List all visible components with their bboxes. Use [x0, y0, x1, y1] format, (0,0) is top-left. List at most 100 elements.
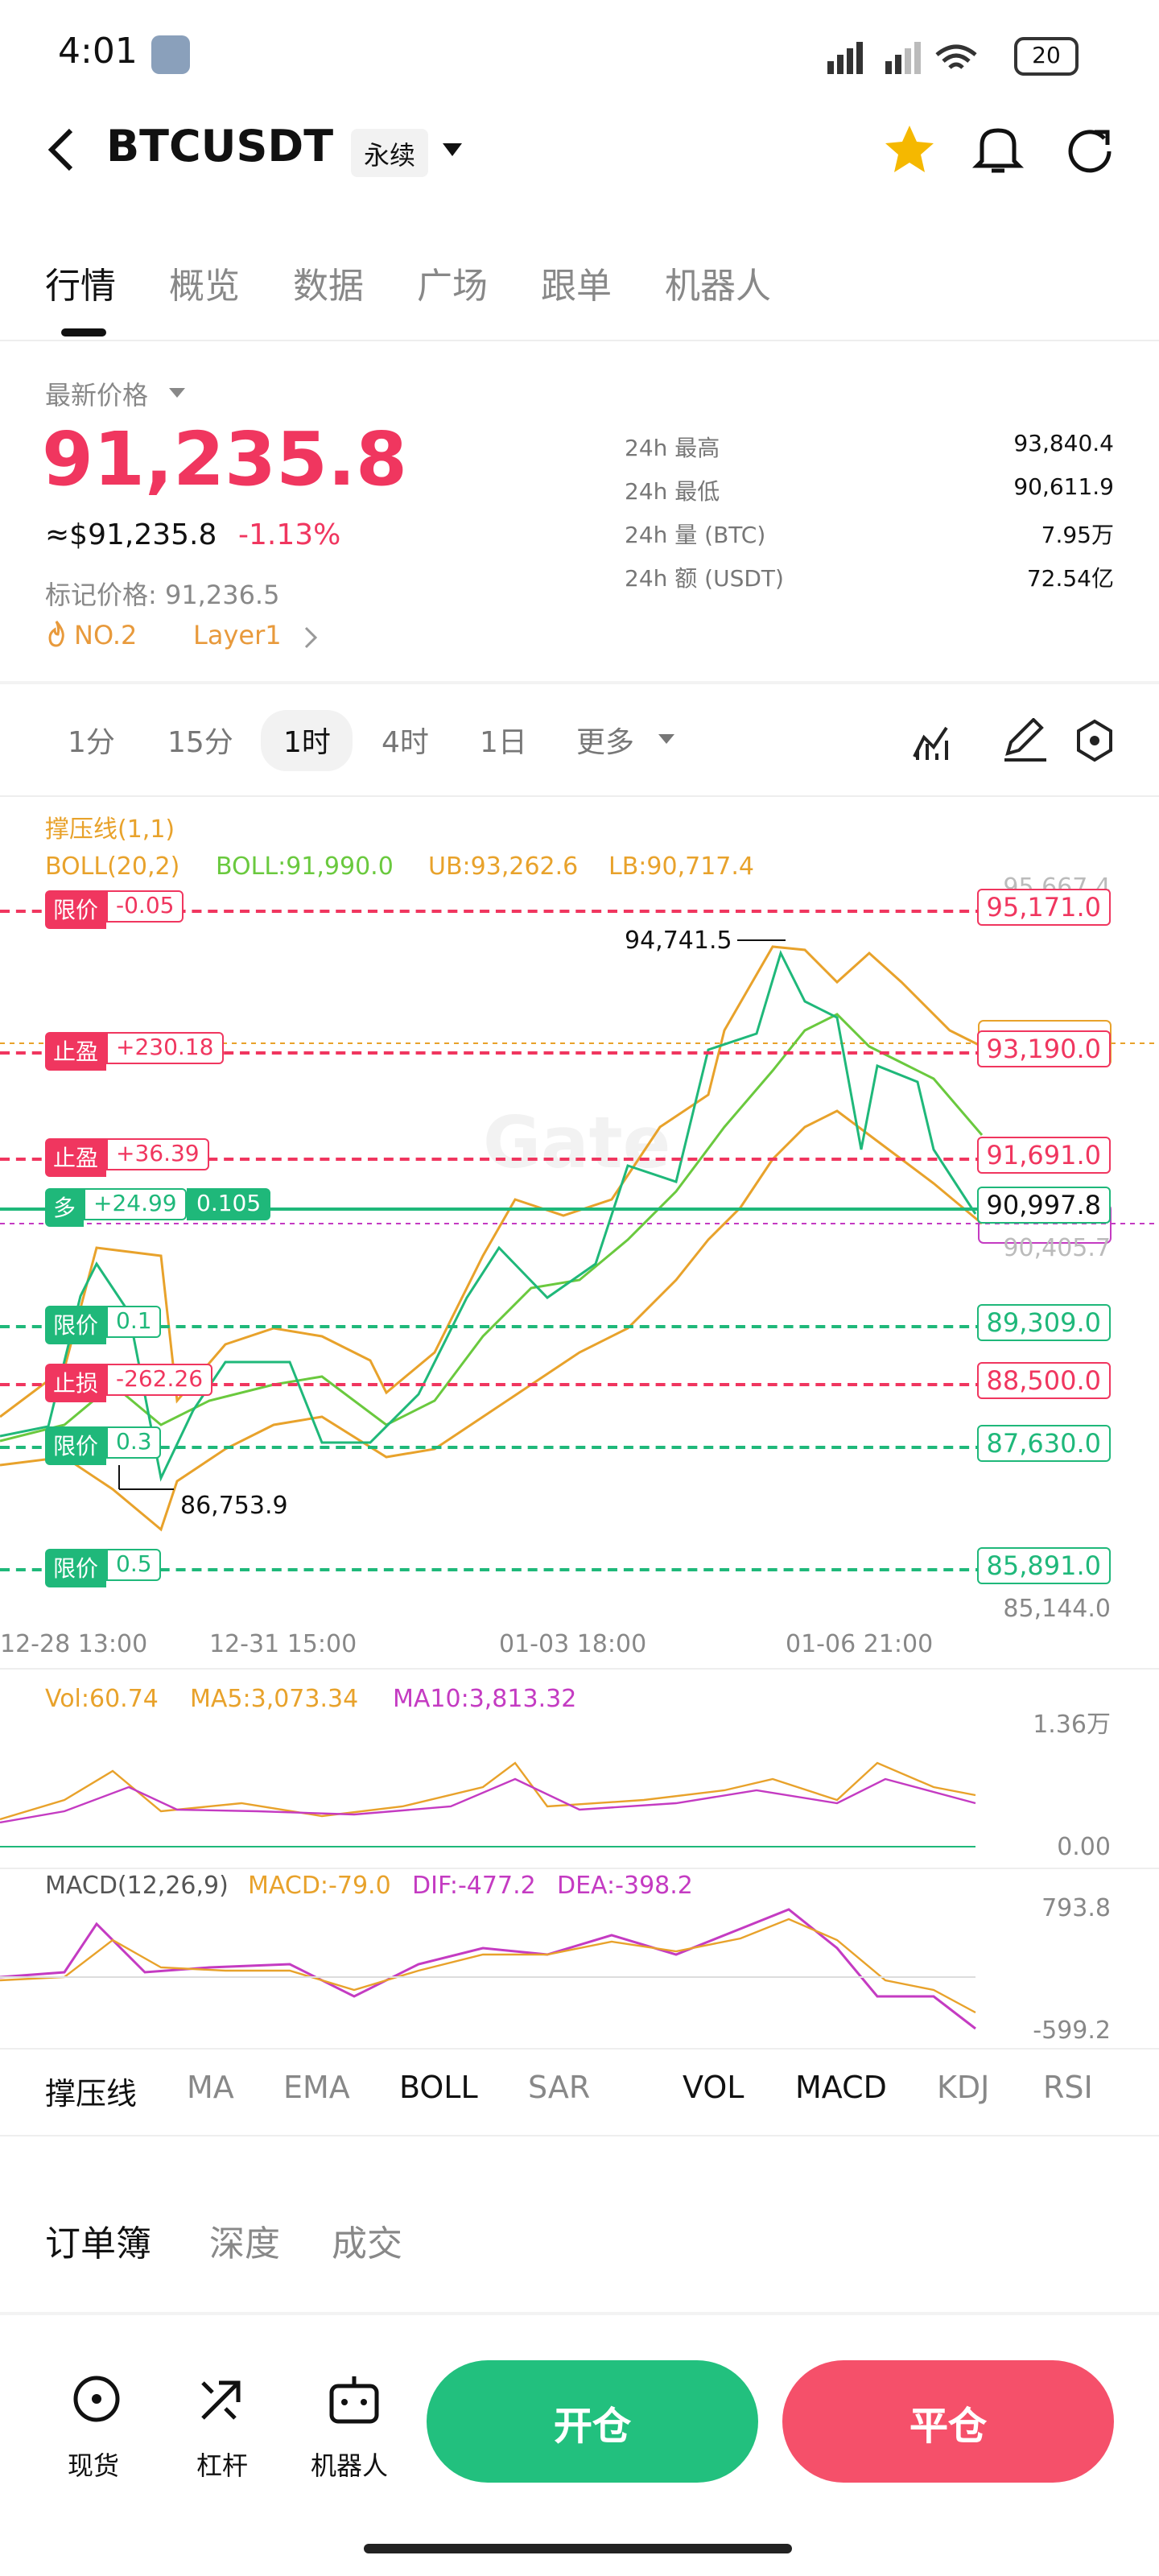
tab[interactable]: 数据 — [293, 267, 365, 308]
timeframe[interactable]: 4时 — [382, 726, 429, 760]
header-actions[interactable] — [882, 122, 1124, 177]
tab[interactable]: 行情 — [45, 267, 117, 308]
indicator-tab[interactable]: SAR — [528, 2070, 591, 2106]
order-price: 93,190.0 — [976, 1030, 1111, 1067]
signal-icons — [827, 42, 977, 74]
vol-label: MA10:3,813.32 — [393, 1684, 577, 1713]
order-size: 0.105 — [187, 1188, 271, 1220]
macd-label: DEA:-398.2 — [557, 1871, 693, 1900]
order-line — [0, 1051, 985, 1055]
boll-label: LB:90,717.4 — [608, 852, 754, 881]
order-line — [0, 1208, 985, 1211]
nav-item[interactable]: 机器人 — [311, 2450, 389, 2481]
vol-label: Vol:60.74 — [45, 1684, 159, 1713]
divider — [0, 2135, 1159, 2136]
book-tab[interactable]: 成交 — [332, 2225, 403, 2265]
macd-axis: 793.8 — [1041, 1893, 1111, 1922]
chart-tools[interactable] — [911, 718, 1120, 763]
boll-label: BOLL:91,990.0 — [216, 852, 394, 881]
boll-lower — [0, 1109, 983, 1532]
indicator-tab[interactable]: BOLL — [399, 2070, 478, 2106]
high-label: 94,741.5 — [625, 926, 732, 955]
close-button[interactable]: 平仓 — [782, 2360, 1114, 2483]
order-line — [0, 910, 985, 913]
vol-axis: 1.36万 — [1033, 1710, 1111, 1739]
nav-item[interactable]: 杠杆 — [196, 2450, 249, 2481]
order-price: 90,997.8 — [976, 1187, 1111, 1224]
stat-value: 7.95万 — [1041, 523, 1114, 549]
divider — [0, 1868, 1159, 1869]
tab[interactable]: 概览 — [169, 267, 241, 308]
x-label: 12-28 13:00 — [0, 1629, 148, 1658]
sector-tag[interactable]: Layer1 — [193, 620, 282, 650]
boll-label: BOLL(20,2) — [45, 852, 180, 881]
indicator-tab[interactable]: EMA — [283, 2070, 350, 2106]
divider — [0, 1668, 1159, 1670]
rank-tag[interactable]: NO.2 — [74, 620, 138, 650]
status-time: 4:01 — [58, 32, 138, 72]
indicator-tab[interactable]: 撑压线 — [45, 2077, 138, 2112]
change: -1.13% — [238, 518, 341, 552]
timeframe[interactable]: 1分 — [68, 726, 115, 760]
order-line — [0, 1383, 985, 1386]
stat-value: 93,840.4 — [1013, 431, 1114, 457]
macd-dea — [0, 1918, 976, 2014]
kline-chart: Gate — [0, 939, 1159, 2030]
order-price: 91,691.0 — [976, 1137, 1111, 1174]
tab[interactable]: 跟单 — [541, 267, 612, 308]
timeframe[interactable]: 更多 — [576, 726, 634, 760]
tab-indicator — [61, 328, 106, 336]
contract-type[interactable]: 永续 — [351, 129, 429, 177]
order-delta: 0.5 — [106, 1549, 162, 1581]
low-pointer — [118, 1465, 174, 1490]
dropdown-arrow — [169, 388, 185, 398]
book-tab[interactable]: 深度 — [209, 2225, 281, 2265]
macd-axis: -599.2 — [1033, 2016, 1111, 2045]
indicator-tab[interactable]: RSI — [1043, 2070, 1093, 2106]
indicator-tab[interactable]: KDJ — [937, 2070, 990, 2106]
boll-label: UB:93,262.6 — [428, 852, 579, 881]
order-type: 限价 — [45, 1549, 106, 1587]
vol-ma5 — [0, 1761, 976, 1821]
last-price: 91,235.8 — [42, 415, 407, 502]
symbol: BTCUSDT — [106, 122, 334, 172]
timeframe[interactable]: 15分 — [167, 726, 233, 760]
order-delta: 0.3 — [106, 1426, 162, 1459]
order-price: 95,171.0 — [976, 889, 1111, 926]
vol-label: MA5:3,073.34 — [190, 1684, 359, 1713]
price-label: 最新价格 — [45, 380, 149, 411]
mark-price: 标记价格: 91,236.5 — [45, 580, 280, 610]
indicator-tab[interactable]: MA — [187, 2070, 234, 2106]
divider — [0, 340, 1159, 341]
nav-item[interactable]: 现货 — [68, 2450, 120, 2481]
battery: 20 — [1014, 37, 1079, 76]
tab[interactable]: 机器人 — [665, 267, 772, 308]
order-delta: +230.18 — [106, 1032, 224, 1064]
axis-label: 85,144.0 — [1003, 1594, 1111, 1623]
divider — [0, 2312, 1159, 2315]
timeframe[interactable]: 1时 — [261, 710, 353, 771]
back-button[interactable] — [45, 126, 77, 174]
order-delta: 0.1 — [106, 1306, 162, 1338]
macd-label: MACD:-79.0 — [248, 1871, 391, 1900]
stat-label: 24h 最高 — [625, 436, 720, 462]
stat-value: 90,611.9 — [1013, 475, 1114, 501]
stat-value: 72.54亿 — [1026, 567, 1114, 592]
stat-label: 24h 量 (BTC) — [625, 523, 766, 549]
indicator-title: 撑压线(1,1) — [45, 815, 175, 844]
macd-label: DIF:-477.2 — [412, 1871, 536, 1900]
order-delta: +36.39 — [106, 1138, 209, 1170]
indicator-tab[interactable]: VOL — [683, 2070, 744, 2106]
tab[interactable]: 广场 — [417, 267, 489, 308]
order-type: 多 — [45, 1188, 84, 1227]
x-label: 01-03 18:00 — [499, 1629, 647, 1658]
order-delta: +24.99 — [84, 1188, 187, 1220]
order-line — [0, 1158, 985, 1161]
timeframe[interactable]: 1日 — [480, 726, 527, 760]
book-tab[interactable]: 订单簿 — [45, 2225, 152, 2265]
indicator-tab[interactable]: MACD — [795, 2070, 887, 2106]
macd-dif — [0, 1908, 976, 2030]
open-button[interactable]: 开仓 — [427, 2360, 758, 2483]
